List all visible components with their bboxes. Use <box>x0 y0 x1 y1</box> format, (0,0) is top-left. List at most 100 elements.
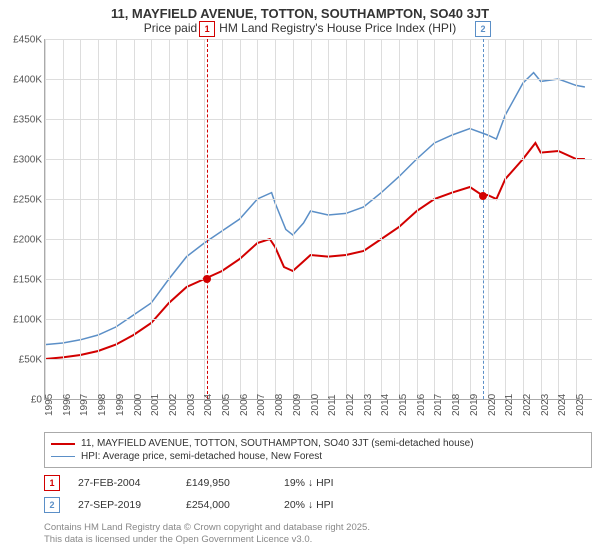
sales-table: 1 27-FEB-2004 £149,950 19% ↓ HPI 2 27-SEP-201… <box>44 472 592 516</box>
x-tick-label: 2000 <box>133 394 144 416</box>
gridline-v <box>151 39 152 399</box>
y-tick-label: £50K <box>19 355 42 366</box>
sales-marker: 1 <box>44 475 60 491</box>
gridline-v <box>399 39 400 399</box>
gridline-h <box>45 199 592 200</box>
gridline-h <box>45 279 592 280</box>
legend-row: 11, MAYFIELD AVENUE, TOTTON, SOUTHAMPTON… <box>51 437 585 450</box>
sales-delta: 20% ↓ HPI <box>284 499 334 511</box>
sale-point <box>479 192 487 200</box>
x-tick-label: 2006 <box>239 394 250 416</box>
gridline-v <box>434 39 435 399</box>
x-tick-label: 2004 <box>203 394 214 416</box>
footer-line-1: Contains HM Land Registry data © Crown c… <box>44 522 592 534</box>
x-tick-label: 1998 <box>97 394 108 416</box>
x-tick-label: 2017 <box>433 394 444 416</box>
sales-date: 27-SEP-2019 <box>78 499 168 511</box>
x-tick-label: 2002 <box>168 394 179 416</box>
legend-label: 11, MAYFIELD AVENUE, TOTTON, SOUTHAMPTON… <box>81 438 474 449</box>
gridline-v <box>558 39 559 399</box>
gridline-v <box>576 39 577 399</box>
gridline-v <box>523 39 524 399</box>
sales-delta: 19% ↓ HPI <box>284 477 334 489</box>
y-tick-label: £400K <box>13 75 42 86</box>
x-tick-label: 2008 <box>274 394 285 416</box>
gridline-v <box>452 39 453 399</box>
legend-swatch <box>51 456 75 457</box>
x-axis: 1995199619971998199920002001200220032004… <box>44 400 592 430</box>
sales-row: 2 27-SEP-2019 £254,000 20% ↓ HPI <box>44 494 592 516</box>
legend-swatch <box>51 443 75 445</box>
x-tick-label: 1996 <box>62 394 73 416</box>
x-tick-label: 2021 <box>504 394 515 416</box>
y-tick-label: £350K <box>13 115 42 126</box>
gridline-v <box>470 39 471 399</box>
sale-point <box>203 275 211 283</box>
gridline-h <box>45 119 592 120</box>
gridline-v <box>116 39 117 399</box>
legend: 11, MAYFIELD AVENUE, TOTTON, SOUTHAMPTON… <box>44 432 592 468</box>
gridline-v <box>257 39 258 399</box>
sales-marker: 2 <box>44 497 60 513</box>
gridline-v <box>311 39 312 399</box>
gridline-v <box>505 39 506 399</box>
gridline-v <box>381 39 382 399</box>
x-tick-label: 2015 <box>398 394 409 416</box>
x-tick-label: 2022 <box>522 394 533 416</box>
gridline-v <box>293 39 294 399</box>
x-tick-label: 2018 <box>451 394 462 416</box>
gridline-v <box>541 39 542 399</box>
gridline-h <box>45 319 592 320</box>
footer: Contains HM Land Registry data © Crown c… <box>44 522 592 546</box>
gridline-v <box>45 39 46 399</box>
x-tick-label: 2003 <box>186 394 197 416</box>
x-tick-label: 2013 <box>363 394 374 416</box>
gridline-v <box>98 39 99 399</box>
sales-date: 27-FEB-2004 <box>78 477 168 489</box>
gridline-h <box>45 39 592 40</box>
y-tick-label: £300K <box>13 155 42 166</box>
gridline-v <box>169 39 170 399</box>
x-tick-label: 2001 <box>150 394 161 416</box>
x-tick-label: 2014 <box>380 394 391 416</box>
gridline-h <box>45 239 592 240</box>
gridline-h <box>45 159 592 160</box>
marker-label: 1 <box>199 21 215 37</box>
gridline-v <box>63 39 64 399</box>
x-tick-label: 2024 <box>557 394 568 416</box>
gridline-h <box>45 79 592 80</box>
x-tick-label: 2005 <box>221 394 232 416</box>
footer-line-2: This data is licensed under the Open Gov… <box>44 534 592 546</box>
chart-svg <box>45 39 592 399</box>
plot-area: 12 <box>44 39 592 400</box>
gridline-v <box>488 39 489 399</box>
x-tick-label: 1995 <box>44 394 55 416</box>
chart-subtitle: Price paid vs. HM Land Registry's House … <box>0 21 600 39</box>
gridline-v <box>417 39 418 399</box>
gridline-v <box>222 39 223 399</box>
legend-label: HPI: Average price, semi-detached house,… <box>81 451 322 462</box>
x-tick-label: 2020 <box>487 394 498 416</box>
gridline-v <box>204 39 205 399</box>
x-tick-label: 2025 <box>575 394 586 416</box>
y-tick-label: £0 <box>31 395 42 406</box>
x-tick-label: 2011 <box>327 394 338 416</box>
chart-title: 11, MAYFIELD AVENUE, TOTTON, SOUTHAMPTON… <box>0 0 600 21</box>
sales-price: £254,000 <box>186 499 266 511</box>
sales-price: £149,950 <box>186 477 266 489</box>
x-tick-label: 1999 <box>115 394 126 416</box>
legend-row: HPI: Average price, semi-detached house,… <box>51 450 585 463</box>
y-axis: £0£50K£100K£150K£200K£250K£300K£350K£400… <box>0 40 44 400</box>
gridline-v <box>134 39 135 399</box>
x-tick-label: 2016 <box>416 394 427 416</box>
x-tick-label: 1997 <box>79 394 90 416</box>
y-tick-label: £450K <box>13 35 42 46</box>
x-tick-label: 2023 <box>540 394 551 416</box>
y-tick-label: £200K <box>13 235 42 246</box>
x-tick-label: 2019 <box>469 394 480 416</box>
gridline-v <box>364 39 365 399</box>
y-tick-label: £100K <box>13 315 42 326</box>
x-tick-label: 2009 <box>292 394 303 416</box>
marker-line <box>483 39 484 399</box>
series-property <box>45 143 585 359</box>
